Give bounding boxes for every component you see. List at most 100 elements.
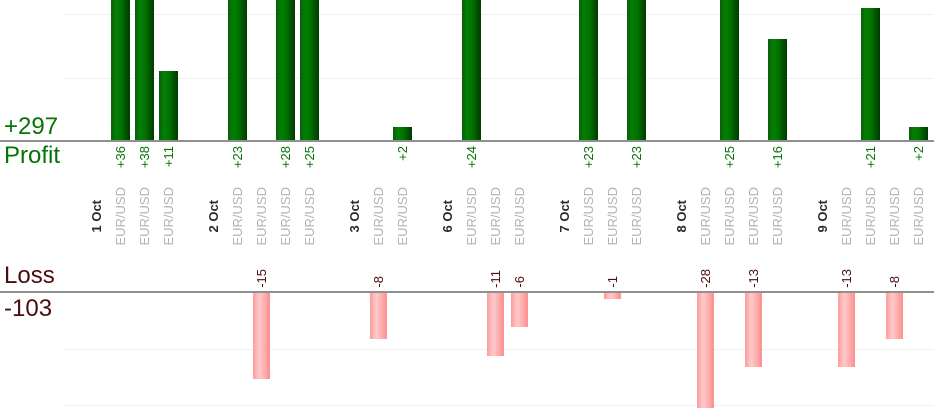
- trade-column: -13 EUR/USD: [742, 0, 766, 420]
- loss-value-label: -15: [253, 269, 269, 288]
- date-column: 8 Oct: [670, 0, 694, 420]
- symbol-label-zone: EUR/USD: [601, 180, 625, 252]
- trade-column: +38 EUR/USD: [133, 0, 157, 420]
- profit-plot-zone: [859, 0, 883, 140]
- trade-column: -8 EUR/USD: [367, 0, 391, 420]
- trade-column: +21 EUR/USD: [859, 0, 883, 420]
- loss-value-label: -28: [697, 269, 713, 288]
- loss-bar: [697, 293, 714, 408]
- loss-value-label: -1: [604, 276, 620, 288]
- profit-plot-zone: [157, 0, 181, 140]
- profit-bar: [768, 39, 787, 140]
- date-group-7: 9 Oct -13 EUR/USD +21 EUR/USD -8 EUR/USD +2 EUR/…: [811, 0, 931, 420]
- loss-value-label: -8: [886, 276, 902, 288]
- profit-axis-baseline: [0, 140, 934, 142]
- profit-value-label: +25: [721, 146, 737, 169]
- trade-column: -13 EUR/USD: [835, 0, 859, 420]
- profit-bar: [579, 0, 598, 140]
- profit-plot-zone: [577, 0, 601, 140]
- profit-bar: [462, 0, 481, 140]
- trade-column: +25 EUR/USD: [298, 0, 322, 420]
- symbol-label-zone: EUR/USD: [718, 180, 742, 252]
- date-group-1: 1 Oct +36 EUR/USD +38 EUR/USD +11 EUR/USD: [85, 0, 181, 420]
- date-label-zone: 2 Oct: [202, 180, 226, 252]
- symbol-label-zone: EUR/USD: [883, 180, 907, 252]
- symbol-label-zone: EUR/USD: [577, 180, 601, 252]
- date-column: 7 Oct: [553, 0, 577, 420]
- profit-plot-zone: [226, 0, 250, 140]
- profit-bar: [720, 0, 739, 140]
- loss-plot-zone: [694, 293, 718, 408]
- symbol-label-zone: EUR/USD: [484, 180, 508, 252]
- profit-bar: [393, 127, 412, 140]
- loss-bar: [745, 293, 762, 367]
- loss-plot-zone: [250, 293, 274, 408]
- symbol-label-zone: EUR/USD: [907, 180, 931, 252]
- date-column: 6 Oct: [436, 0, 460, 420]
- profit-plot-zone: [625, 0, 649, 140]
- symbol-label-zone: EUR/USD: [694, 180, 718, 252]
- symbol-label: EUR/USD: [910, 186, 926, 246]
- trade-column: +2 EUR/USD: [391, 0, 415, 420]
- profit-value-label: +28: [277, 146, 293, 169]
- symbol-label: EUR/USD: [745, 186, 761, 246]
- date-label: 1 Oct: [88, 199, 104, 233]
- trade-column: -8 EUR/USD: [883, 0, 907, 420]
- profit-bar: [300, 0, 319, 140]
- loss-plot-zone: [883, 293, 907, 408]
- date-label: 3 Oct: [346, 199, 362, 233]
- trade-column: -15 EUR/USD: [250, 0, 274, 420]
- date-column: 2 Oct: [202, 0, 226, 420]
- loss-bar: [511, 293, 528, 327]
- loss-bar: [886, 293, 903, 339]
- profit-value-label: +2: [394, 146, 410, 161]
- symbol-label-zone: EUR/USD: [274, 180, 298, 252]
- symbol-label: EUR/USD: [370, 186, 386, 246]
- profit-value-label: +23: [628, 146, 644, 169]
- symbol-label: EUR/USD: [277, 186, 293, 246]
- loss-value-label: -6: [511, 276, 527, 288]
- loss-plot-zone: [367, 293, 391, 408]
- trade-column: +36 EUR/USD: [109, 0, 133, 420]
- profit-plot-zone: [907, 0, 931, 140]
- symbol-label-zone: EUR/USD: [133, 180, 157, 252]
- date-column: 9 Oct: [811, 0, 835, 420]
- date-column: 1 Oct: [85, 0, 109, 420]
- symbol-label-zone: EUR/USD: [157, 180, 181, 252]
- date-group-4: 6 Oct +24 EUR/USD -11 EUR/USD -6 EUR/USD: [436, 0, 532, 420]
- date-group-6: 8 Oct -28 EUR/USD +25 EUR/USD -13 EUR/USD +16 EU…: [670, 0, 790, 420]
- symbol-label: EUR/USD: [229, 186, 245, 246]
- profit-plot-zone: [133, 0, 157, 140]
- profit-value-label: +11: [160, 146, 176, 168]
- symbol-label: EUR/USD: [628, 186, 644, 246]
- profit-value-label: +23: [580, 146, 596, 169]
- profit-bar: [111, 0, 130, 140]
- symbol-label: EUR/USD: [463, 186, 479, 246]
- symbol-label: EUR/USD: [862, 186, 878, 246]
- profit-value-label: +25: [301, 146, 317, 169]
- date-label: 2 Oct: [205, 199, 221, 233]
- date-label-zone: 6 Oct: [436, 180, 460, 252]
- symbol-label-zone: EUR/USD: [460, 180, 484, 252]
- profit-bar: [909, 127, 928, 140]
- trade-column: +23 EUR/USD: [577, 0, 601, 420]
- profit-bar: [228, 0, 247, 140]
- date-label: 9 Oct: [814, 199, 830, 233]
- loss-axis-label: Loss: [4, 262, 55, 289]
- symbol-label: EUR/USD: [112, 186, 128, 246]
- symbol-label: EUR/USD: [886, 186, 902, 246]
- trade-column: +23 EUR/USD: [625, 0, 649, 420]
- profit-value-label: +38: [136, 146, 152, 169]
- loss-value-label: -11: [487, 270, 503, 288]
- profit-value-label: +2: [910, 146, 926, 161]
- profit-plot-zone: [766, 0, 790, 140]
- symbol-label-zone: EUR/USD: [367, 180, 391, 252]
- profit-plot-zone: [718, 0, 742, 140]
- profit-total-label: +297: [4, 113, 59, 140]
- loss-bar: [370, 293, 387, 339]
- loss-plot-zone: [484, 293, 508, 408]
- trade-column: +28 EUR/USD: [274, 0, 298, 420]
- symbol-label-zone: EUR/USD: [742, 180, 766, 252]
- loss-total-label: -103: [4, 295, 53, 322]
- profit-plot-zone: [391, 0, 415, 140]
